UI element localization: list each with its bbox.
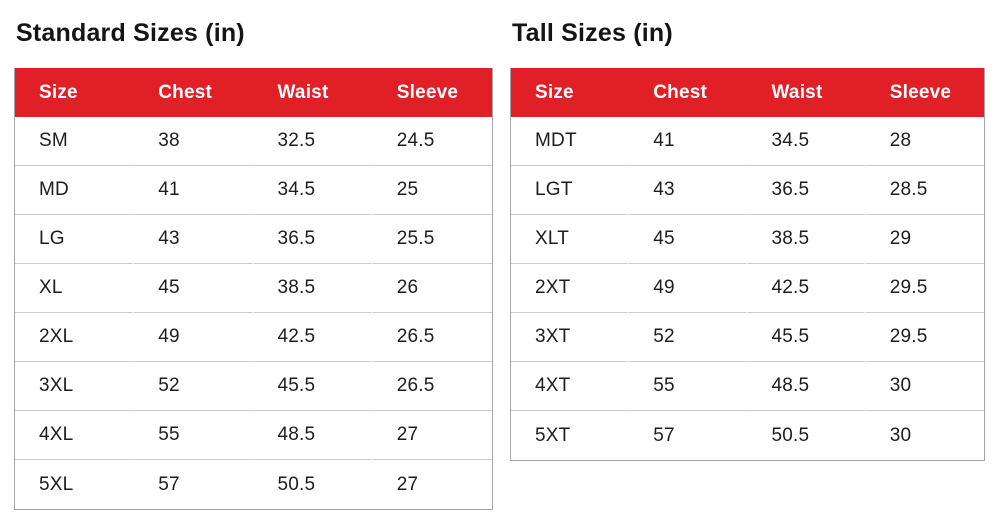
- table-row: 3XT 52 45.5 29.5: [511, 313, 984, 362]
- table-row: 4XL 55 48.5 27: [15, 411, 492, 460]
- measurement-cell: 38.5: [253, 264, 373, 313]
- tall-sizes-title: Tall Sizes (in): [512, 19, 673, 47]
- measurement-cell: 42.5: [747, 264, 866, 313]
- column-header-chest: Chest: [629, 68, 748, 117]
- measurement-cell: 57: [134, 460, 254, 509]
- measurement-cell: 49: [629, 264, 748, 313]
- measurement-cell: 57: [629, 411, 748, 460]
- size-cell: 4XT: [511, 362, 630, 411]
- measurement-cell: 45: [629, 215, 748, 264]
- measurement-cell: 48.5: [253, 411, 373, 460]
- column-header-chest: Chest: [134, 68, 254, 117]
- column-header-waist: Waist: [253, 68, 373, 117]
- measurement-cell: 26.5: [372, 313, 492, 362]
- measurement-cell: 55: [629, 362, 748, 411]
- measurement-cell: 26: [372, 264, 492, 313]
- size-cell: SM: [15, 117, 135, 166]
- size-cell: MD: [15, 166, 135, 215]
- measurement-cell: 55: [134, 411, 254, 460]
- column-header-sleeve: Sleeve: [865, 68, 984, 117]
- table-row: 5XL 57 50.5 27: [15, 460, 492, 509]
- measurement-cell: 38: [134, 117, 254, 166]
- size-cell: MDT: [511, 117, 630, 166]
- measurement-cell: 29.5: [865, 264, 984, 313]
- header-row: Size Chest Waist Sleeve: [511, 68, 984, 117]
- table-row: 5XT 57 50.5 30: [511, 411, 984, 460]
- measurement-cell: 26.5: [372, 362, 492, 411]
- header-row: Size Chest Waist Sleeve: [15, 68, 492, 117]
- table-row: LG 43 36.5 25.5: [15, 215, 492, 264]
- measurement-cell: 25.5: [372, 215, 492, 264]
- column-header-waist: Waist: [747, 68, 866, 117]
- measurement-cell: 30: [865, 362, 984, 411]
- measurement-cell: 30: [889, 424, 912, 446]
- table-row: 2XT 49 42.5 29.5: [511, 264, 984, 313]
- measurement-cell: 36.5: [253, 215, 373, 264]
- measurement-cell: 29: [865, 215, 984, 264]
- standard-sizes-title: Standard Sizes (in): [16, 19, 245, 47]
- size-cell: 4XL: [15, 411, 135, 460]
- column-header-sleeve: Sleeve: [372, 68, 492, 117]
- measurement-cell: 45.5: [253, 362, 373, 411]
- measurement-cell: 38.5: [747, 215, 866, 264]
- table-row: MD 41 34.5 25: [15, 166, 492, 215]
- table-row: LGT 43 36.5 28.5: [511, 166, 984, 215]
- measurement-cell: 49: [134, 313, 254, 362]
- column-header-size: Size: [15, 68, 135, 117]
- measurement-cell: 42.5: [253, 313, 373, 362]
- size-charts-page: Standard Sizes (in) Size Chest Waist Sleeve…: [14, 18, 985, 510]
- measurement-cell: 52: [134, 362, 254, 411]
- table-row: XLT 45 38.5 29: [511, 215, 984, 264]
- measurement-cell: 32.5: [253, 117, 373, 166]
- table-row: XL 45 38.5 26: [15, 264, 492, 313]
- size-cell: LGT: [511, 166, 630, 215]
- measurement-cell: 50.5: [254, 460, 373, 509]
- standard-sizes-table-grid: Size Chest Waist Sleeve SM 38 32.5 24.5 MD 41 34.5…: [15, 68, 492, 509]
- measurement-cell: 43: [134, 215, 254, 264]
- measurement-cell: 27: [372, 411, 492, 460]
- table-row: 4XT 55 48.5 30: [511, 362, 984, 411]
- measurement-cell: 41: [629, 117, 748, 166]
- measurement-cell: 28.5: [865, 166, 984, 215]
- measurement-cell: 45.5: [747, 313, 866, 362]
- measurement-cell: 36.5: [747, 166, 866, 215]
- measurement-cell: 24.5: [372, 117, 492, 166]
- measurement-cell: 27: [396, 473, 419, 495]
- size-cell: 5XL: [15, 460, 135, 509]
- measurement-cell: 41: [134, 166, 254, 215]
- measurement-cell: 34.5: [253, 166, 373, 215]
- measurement-cell: 50.5: [748, 411, 866, 460]
- tall-sizes-table-grid: Size Chest Waist Sleeve MDT 41 34.5 28 LGT 43 36.5…: [511, 68, 984, 460]
- standard-sizes-table: Size Chest Waist Sleeve SM 38 32.5 24.5 MD 41 34.5…: [14, 68, 493, 510]
- standard-sizes-section: Standard Sizes (in) Size Chest Waist Sleeve…: [14, 18, 493, 510]
- measurement-cell: 52: [629, 313, 748, 362]
- measurement-cell: 45: [134, 264, 254, 313]
- size-cell: 2XT: [511, 264, 630, 313]
- column-header-size: Size: [511, 68, 630, 117]
- measurement-cell: 48.5: [747, 362, 866, 411]
- size-cell: 3XT: [511, 313, 630, 362]
- size-cell: 3XL: [15, 362, 135, 411]
- tall-sizes-section: Tall Sizes (in) Size Chest Waist Sleeve MDT 4…: [510, 18, 985, 461]
- measurement-cell: 43: [629, 166, 748, 215]
- size-cell: LG: [15, 215, 135, 264]
- measurement-cell: 25: [372, 166, 492, 215]
- table-row: MDT 41 34.5 28: [511, 117, 984, 166]
- size-cell: XL: [15, 264, 135, 313]
- size-cell: 2XL: [15, 313, 135, 362]
- measurement-cell: 28: [865, 117, 984, 166]
- measurement-cell: 29.5: [865, 313, 984, 362]
- size-cell: XLT: [511, 215, 630, 264]
- tall-sizes-table: Size Chest Waist Sleeve MDT 41 34.5 28 LGT 43 36.5…: [510, 68, 985, 461]
- table-row: SM 38 32.5 24.5: [15, 117, 492, 166]
- size-cell: 5XT: [511, 411, 630, 460]
- table-row: 3XL 52 45.5 26.5: [15, 362, 492, 411]
- table-row: 2XL 49 42.5 26.5: [15, 313, 492, 362]
- measurement-cell: 34.5: [747, 117, 866, 166]
